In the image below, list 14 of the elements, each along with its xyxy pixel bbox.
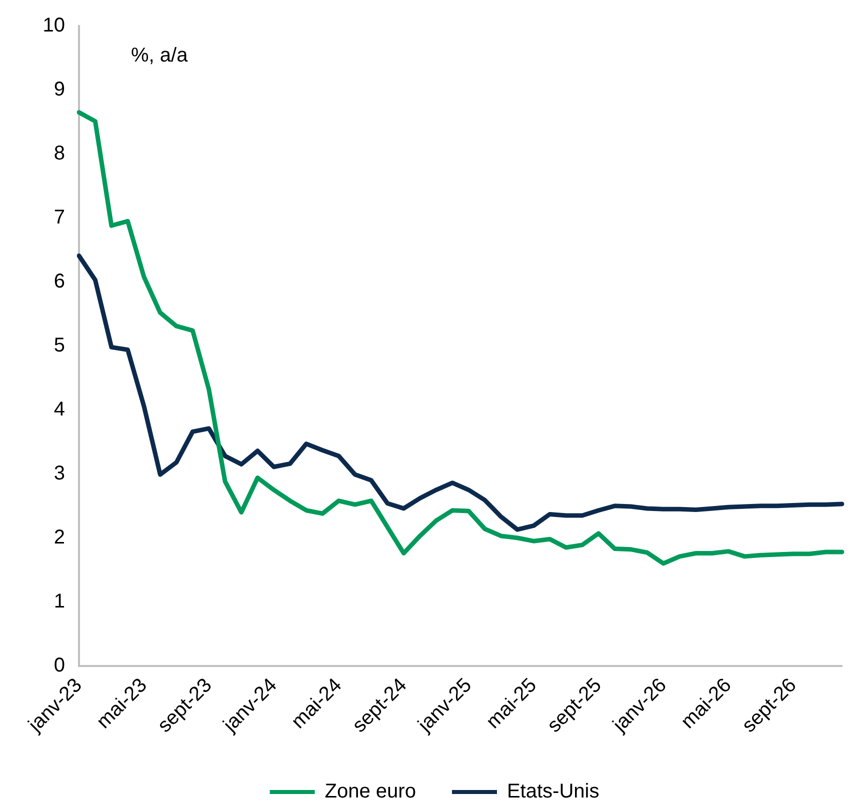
y-tick-label: 3 xyxy=(54,462,65,484)
y-tick-label: 6 xyxy=(54,270,65,292)
y-tick-label: 5 xyxy=(54,334,65,356)
y-tick-label: 0 xyxy=(54,654,65,676)
y-tick-label: 10 xyxy=(42,14,65,37)
y-axis-title: %, a/a xyxy=(131,44,189,67)
y-tick-label: 8 xyxy=(54,142,65,164)
y-tick-label: 4 xyxy=(54,398,65,420)
y-tick-label: 9 xyxy=(54,78,65,100)
legend-label: Etats-Unis xyxy=(506,780,600,803)
y-tick-label: 7 xyxy=(54,206,65,228)
legend-label: Zone euro xyxy=(324,780,416,803)
y-tick-label: 1 xyxy=(54,590,65,612)
y-tick-label: 2 xyxy=(54,526,65,548)
